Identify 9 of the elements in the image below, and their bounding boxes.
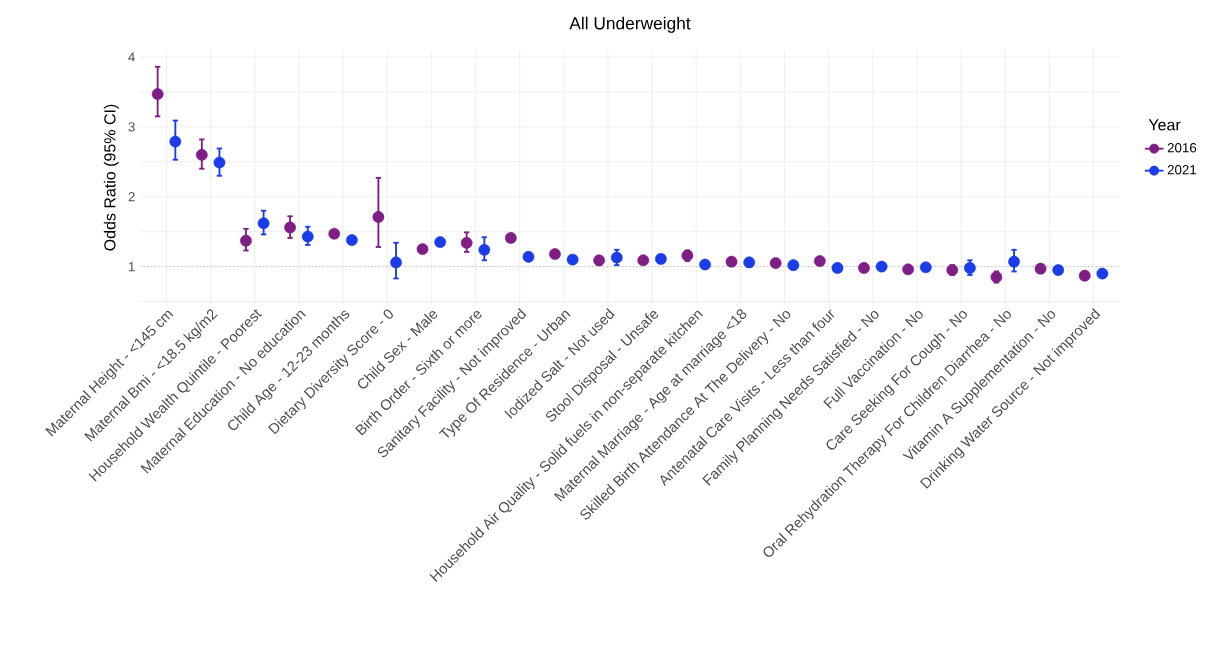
y-axis-title: Odds Ratio (95% CI) <box>103 104 119 251</box>
chart-title: All Underweight <box>569 16 691 33</box>
y-tick-label: 2 <box>128 192 135 202</box>
legend-title: Year <box>1148 119 1181 131</box>
y-tick-label: 3 <box>128 122 135 132</box>
y-tick-label: 1 <box>128 261 135 272</box>
legend-label: 2016 <box>1167 143 1197 153</box>
legend-label: 2021 <box>1167 165 1197 175</box>
y-tick-label: 4 <box>128 52 135 62</box>
